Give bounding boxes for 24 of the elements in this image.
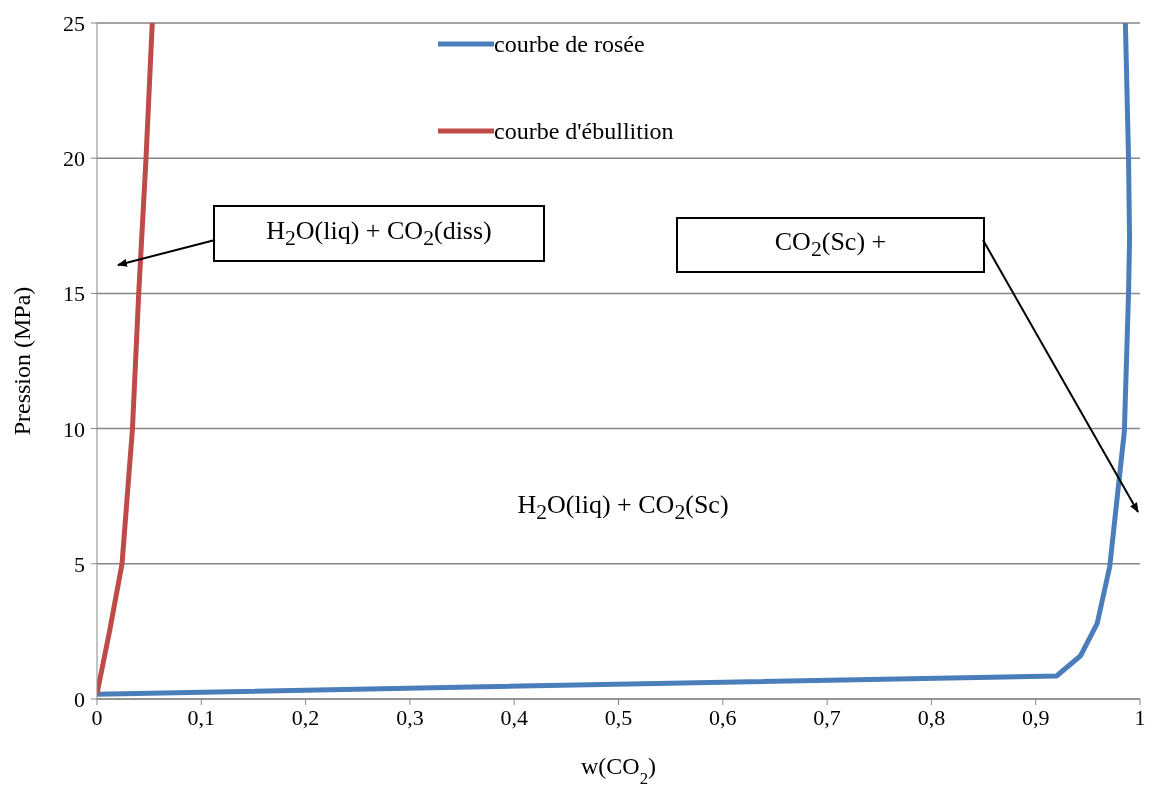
y-tick-label: 25 xyxy=(63,11,85,36)
annotation: H$_{2}$O(liq) + CO$_{2}$(diss) xyxy=(266,215,492,252)
x-tick-label: 1 xyxy=(1134,705,1146,730)
x-tick-label: 0,6 xyxy=(709,705,737,730)
y-tick-label: 15 xyxy=(63,281,85,307)
x-tick-label: 0,9 xyxy=(1021,705,1050,730)
y-tick-label: 20 xyxy=(63,146,85,172)
x-tick-label: 0,7 xyxy=(813,705,841,730)
x-tick-label: 0 xyxy=(91,705,103,730)
annotation: CO$_{2}$(Sc) + xyxy=(774,227,887,263)
x-tick-label: 0,3 xyxy=(396,705,424,730)
x-tick-label: 0,2 xyxy=(291,705,320,730)
x-axis-title: w(CO$_{2}$) xyxy=(580,753,657,786)
x-tick-label: 0,4 xyxy=(500,705,528,730)
y-axis-title: Pression (MPa) xyxy=(9,286,35,436)
legend-label: courbe d'ébullition xyxy=(494,117,674,145)
x-tick-label: 0,5 xyxy=(604,705,633,730)
annotation: H$_{2}$O(liq) + CO$_{2}$(Sc) xyxy=(517,490,729,526)
y-tick-label: 5 xyxy=(74,551,85,577)
y-tick-label: 0 xyxy=(74,687,85,712)
x-tick-label: 0,8 xyxy=(917,705,946,730)
x-tick-label: 0,1 xyxy=(187,705,216,730)
y-tick-label: 10 xyxy=(63,416,85,442)
legend-label: courbe de rosée xyxy=(494,30,645,58)
